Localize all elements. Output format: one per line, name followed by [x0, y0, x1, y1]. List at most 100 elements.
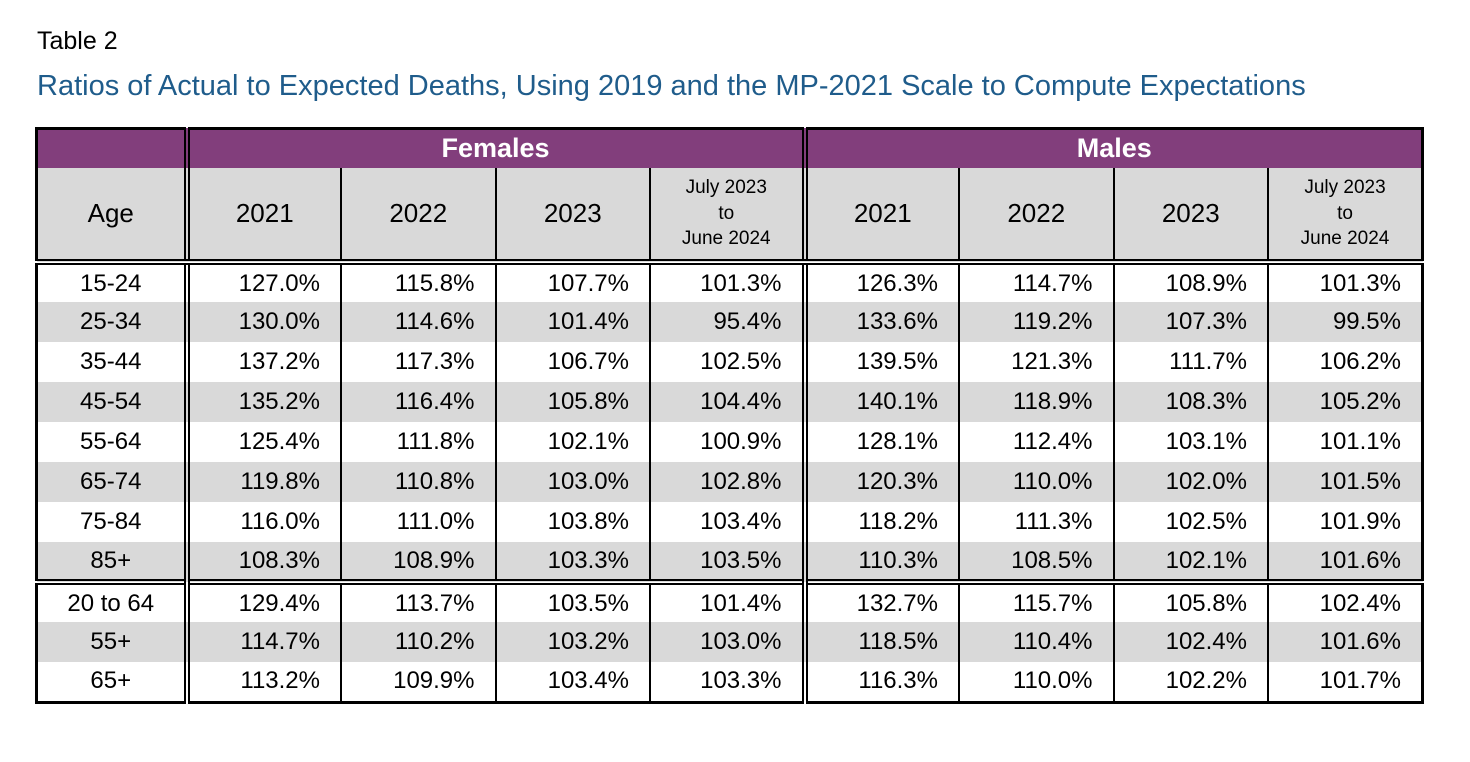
females-2023-header: 2023 [494, 168, 650, 265]
table-row: 55-64 125.4% 111.8% 102.1% 100.9% 128.1%… [36, 422, 1423, 462]
male-2021-cell: 139.5% [801, 342, 959, 382]
female-2023-cell: 106.7% [494, 342, 650, 382]
male-jul2023-jun2024-cell: 99.5% [1267, 302, 1423, 342]
females-2022-header: 2022 [340, 168, 496, 265]
male-2023-cell: 102.5% [1112, 502, 1268, 542]
male-2022-cell: 114.7% [958, 262, 1114, 302]
male-2023-cell: 102.1% [1112, 542, 1268, 582]
age-cell: 75-84 [36, 502, 187, 542]
male-jul2023-jun2024-cell: 101.5% [1267, 462, 1423, 502]
female-2023-cell: 103.8% [494, 502, 650, 542]
male-2023-cell: 108.9% [1112, 262, 1268, 302]
table-title: Ratios of Actual to Expected Deaths, Usi… [37, 70, 1306, 103]
male-2023-cell: 108.3% [1112, 382, 1268, 422]
age-cell: 45-54 [36, 382, 187, 422]
table-row: 20 to 64 129.4% 113.7% 103.5% 101.4% 132… [36, 579, 1423, 622]
male-2021-cell: 126.3% [801, 262, 959, 302]
females-2021-header: 2021 [183, 168, 341, 265]
female-2023-cell: 103.4% [494, 662, 650, 702]
male-2023-cell: 102.0% [1112, 462, 1268, 502]
male-2022-cell: 110.4% [958, 622, 1114, 662]
female-2022-cell: 111.0% [340, 502, 496, 542]
female-2021-cell: 130.0% [183, 302, 341, 342]
female-jul2023-jun2024-cell: 103.3% [649, 662, 805, 702]
female-2022-cell: 116.4% [340, 382, 496, 422]
age-cell: 55-64 [36, 422, 187, 462]
female-2023-cell: 103.2% [494, 622, 650, 662]
female-2021-cell: 137.2% [183, 342, 341, 382]
female-2021-cell: 114.7% [183, 622, 341, 662]
female-2023-cell: 101.4% [494, 302, 650, 342]
female-2021-cell: 119.8% [183, 462, 341, 502]
male-jul2023-jun2024-cell: 101.3% [1267, 262, 1423, 302]
column-header-row: Age 2021 2022 2023 July 2023 to June 202… [36, 168, 1423, 265]
female-jul2023-jun2024-cell: 103.0% [649, 622, 805, 662]
male-2022-cell: 121.3% [958, 342, 1114, 382]
table-row: 65-74 119.8% 110.8% 103.0% 102.8% 120.3%… [36, 462, 1423, 502]
male-2021-cell: 140.1% [801, 382, 959, 422]
male-2022-cell: 111.3% [958, 502, 1114, 542]
female-2023-cell: 103.5% [494, 579, 650, 622]
male-2021-cell: 118.5% [801, 622, 959, 662]
age-column-header: Age [36, 168, 187, 265]
male-2021-cell: 120.3% [801, 462, 959, 502]
female-2021-cell: 108.3% [183, 542, 341, 582]
document-page: Table 2 Ratios of Actual to Expected Dea… [35, 27, 1424, 704]
female-jul2023-jun2024-cell: 101.3% [649, 262, 805, 302]
group-header-row: Females Males [36, 128, 1423, 168]
table-row: 75-84 116.0% 111.0% 103.8% 103.4% 118.2%… [36, 502, 1423, 542]
age-cell: 25-34 [36, 302, 187, 342]
male-2023-cell: 105.8% [1112, 579, 1268, 622]
age-cell: 65-74 [36, 462, 187, 502]
age-cell: 15-24 [36, 262, 187, 302]
ratios-table: Females Males Age 2021 2022 2023 July 20… [35, 126, 1424, 704]
female-2021-cell: 129.4% [183, 579, 341, 622]
female-2022-cell: 114.6% [340, 302, 496, 342]
male-jul2023-jun2024-cell: 102.4% [1267, 579, 1423, 622]
table-row: 65+ 113.2% 109.9% 103.4% 103.3% 116.3% 1… [36, 662, 1423, 702]
female-2023-cell: 103.3% [494, 542, 650, 582]
table-row: 15-24 127.0% 115.8% 107.7% 101.3% 126.3%… [36, 262, 1423, 302]
table-row: 55+ 114.7% 110.2% 103.2% 103.0% 118.5% 1… [36, 622, 1423, 662]
female-2022-cell: 109.9% [340, 662, 496, 702]
male-jul2023-jun2024-cell: 105.2% [1267, 382, 1423, 422]
female-2021-cell: 113.2% [183, 662, 341, 702]
female-2022-cell: 108.9% [340, 542, 496, 582]
male-2022-cell: 118.9% [958, 382, 1114, 422]
males-2021-header: 2021 [801, 168, 959, 265]
age-cell: 85+ [36, 542, 187, 582]
female-2022-cell: 110.8% [340, 462, 496, 502]
female-2022-cell: 111.8% [340, 422, 496, 462]
female-jul2023-jun2024-cell: 101.4% [649, 579, 805, 622]
male-2022-cell: 110.0% [958, 462, 1114, 502]
male-jul2023-jun2024-cell: 101.6% [1267, 622, 1423, 662]
female-jul2023-jun2024-cell: 103.4% [649, 502, 805, 542]
female-2021-cell: 125.4% [183, 422, 341, 462]
male-2021-cell: 116.3% [801, 662, 959, 702]
table-row: 45-54 135.2% 116.4% 105.8% 104.4% 140.1%… [36, 382, 1423, 422]
male-2023-cell: 103.1% [1112, 422, 1268, 462]
corner-cell [36, 128, 187, 168]
female-2022-cell: 110.2% [340, 622, 496, 662]
male-2021-cell: 133.6% [801, 302, 959, 342]
female-2022-cell: 115.8% [340, 262, 496, 302]
male-jul2023-jun2024-cell: 106.2% [1267, 342, 1423, 382]
male-2021-cell: 132.7% [801, 579, 959, 622]
female-jul2023-jun2024-cell: 102.5% [649, 342, 805, 382]
male-2023-cell: 111.7% [1112, 342, 1268, 382]
male-jul2023-jun2024-cell: 101.9% [1267, 502, 1423, 542]
male-2023-cell: 107.3% [1112, 302, 1268, 342]
female-2021-cell: 116.0% [183, 502, 341, 542]
female-jul2023-jun2024-cell: 100.9% [649, 422, 805, 462]
females-group-header: Females [183, 128, 805, 168]
male-2022-cell: 108.5% [958, 542, 1114, 582]
males-2022-header: 2022 [958, 168, 1114, 265]
female-jul2023-jun2024-cell: 104.4% [649, 382, 805, 422]
table-label: Table 2 [37, 27, 118, 55]
male-2022-cell: 119.2% [958, 302, 1114, 342]
male-jul2023-jun2024-cell: 101.6% [1267, 542, 1423, 582]
male-2021-cell: 110.3% [801, 542, 959, 582]
males-group-header: Males [801, 128, 1423, 168]
female-2022-cell: 113.7% [340, 579, 496, 622]
table-row: 85+ 108.3% 108.9% 103.3% 103.5% 110.3% 1… [36, 542, 1423, 582]
